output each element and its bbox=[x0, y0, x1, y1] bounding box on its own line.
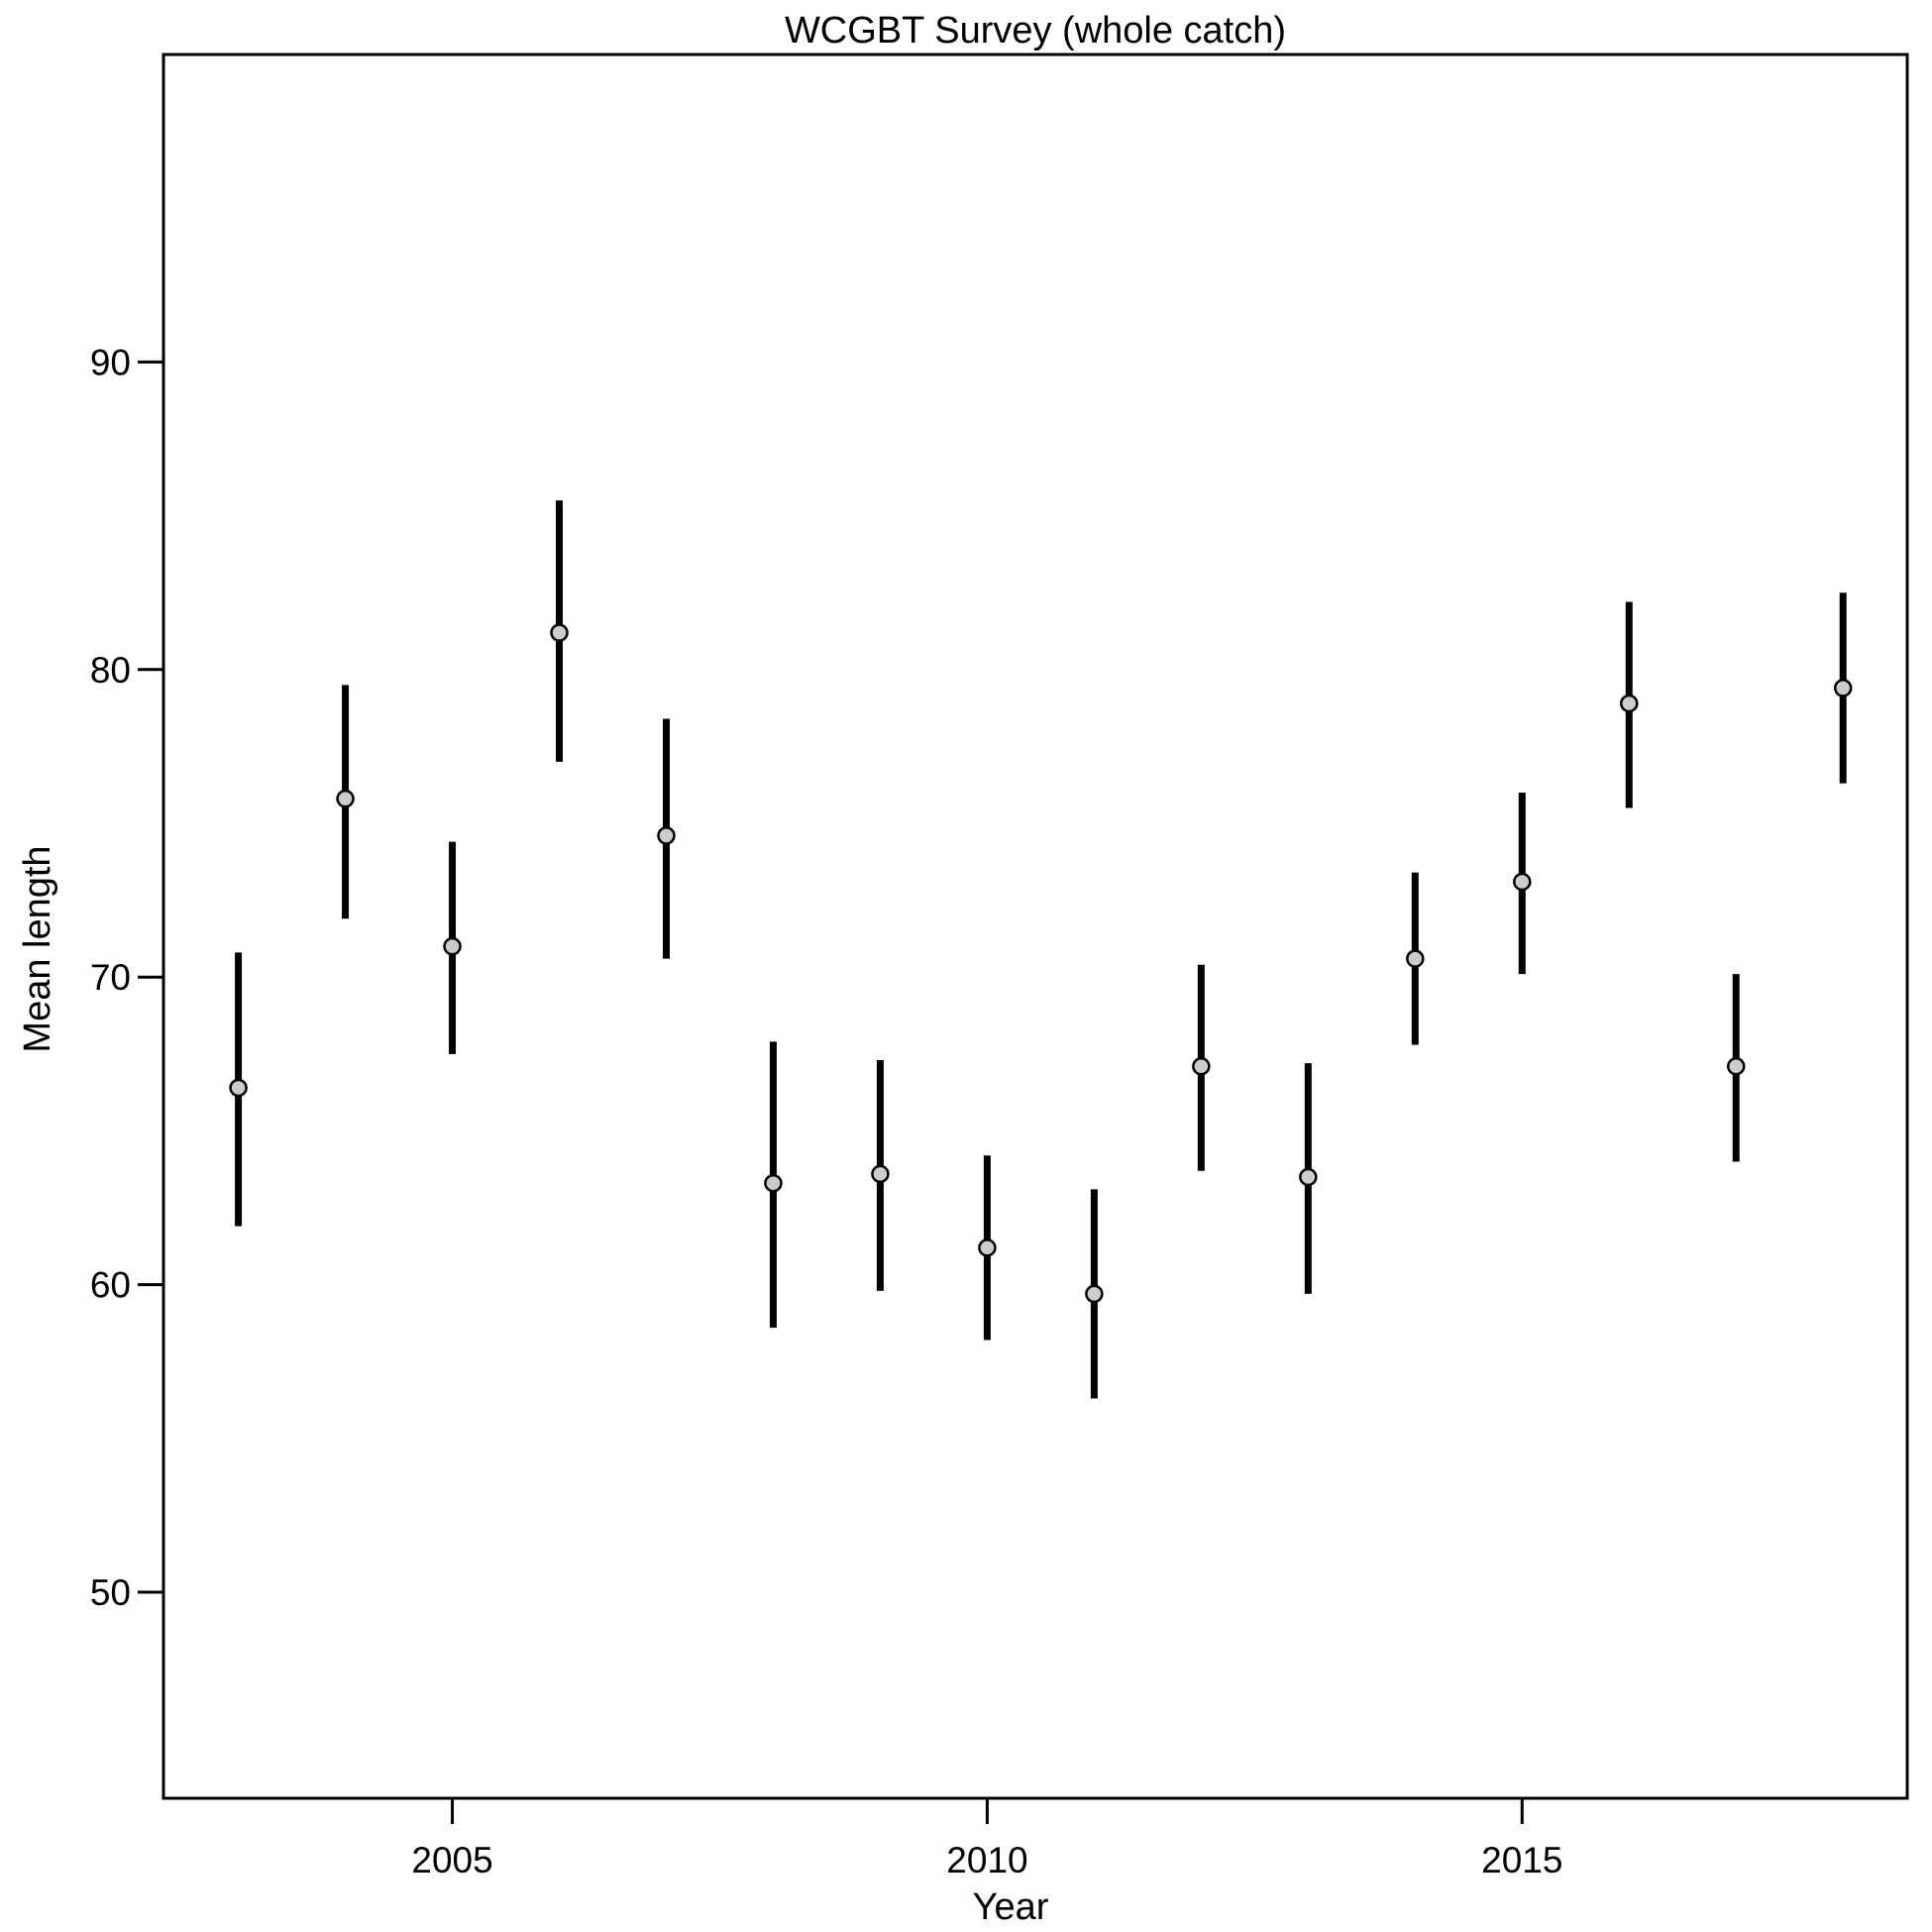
y-tick-label-70: 70 bbox=[90, 957, 131, 998]
x-axis-title: Year bbox=[973, 1886, 1049, 1928]
y-axis-title: Mean length bbox=[17, 845, 58, 1052]
data-point-2007 bbox=[657, 826, 676, 845]
plot-frame bbox=[161, 53, 1909, 1800]
y-tick-label-60: 60 bbox=[90, 1265, 131, 1306]
x-tick-label-2005: 2005 bbox=[411, 1840, 492, 1880]
chart-title: WCGBT Survey (whole catch) bbox=[785, 10, 1286, 52]
data-point-2013 bbox=[1299, 1167, 1318, 1187]
data-point-2003 bbox=[229, 1078, 248, 1098]
data-point-2015 bbox=[1513, 872, 1532, 892]
data-point-2017 bbox=[1726, 1056, 1746, 1076]
data-point-2006 bbox=[550, 623, 569, 642]
x-tick-label-2015: 2015 bbox=[1481, 1840, 1562, 1880]
data-point-2010 bbox=[978, 1238, 997, 1257]
y-axis: 50 60 70 80 90 bbox=[90, 342, 165, 1613]
data-point-2014 bbox=[1406, 949, 1425, 968]
y-tick-label-50: 50 bbox=[90, 1572, 131, 1613]
data-point-2008 bbox=[764, 1173, 783, 1193]
data-point-2016 bbox=[1620, 694, 1639, 713]
data-point-2009 bbox=[871, 1164, 890, 1184]
y-tick-label-80: 80 bbox=[90, 650, 131, 691]
x-tick-label-2010: 2010 bbox=[946, 1840, 1027, 1880]
x-axis: 2005 2010 2015 bbox=[411, 1796, 1562, 1880]
error-bars bbox=[235, 500, 1847, 1399]
data-point-2018 bbox=[1833, 679, 1853, 698]
data-point-2012 bbox=[1192, 1056, 1211, 1076]
y-tick-label-90: 90 bbox=[90, 342, 131, 382]
data-point-2005 bbox=[443, 936, 462, 956]
data-point-2011 bbox=[1085, 1284, 1104, 1304]
data-points bbox=[229, 623, 1853, 1304]
data-point-2004 bbox=[336, 789, 355, 808]
